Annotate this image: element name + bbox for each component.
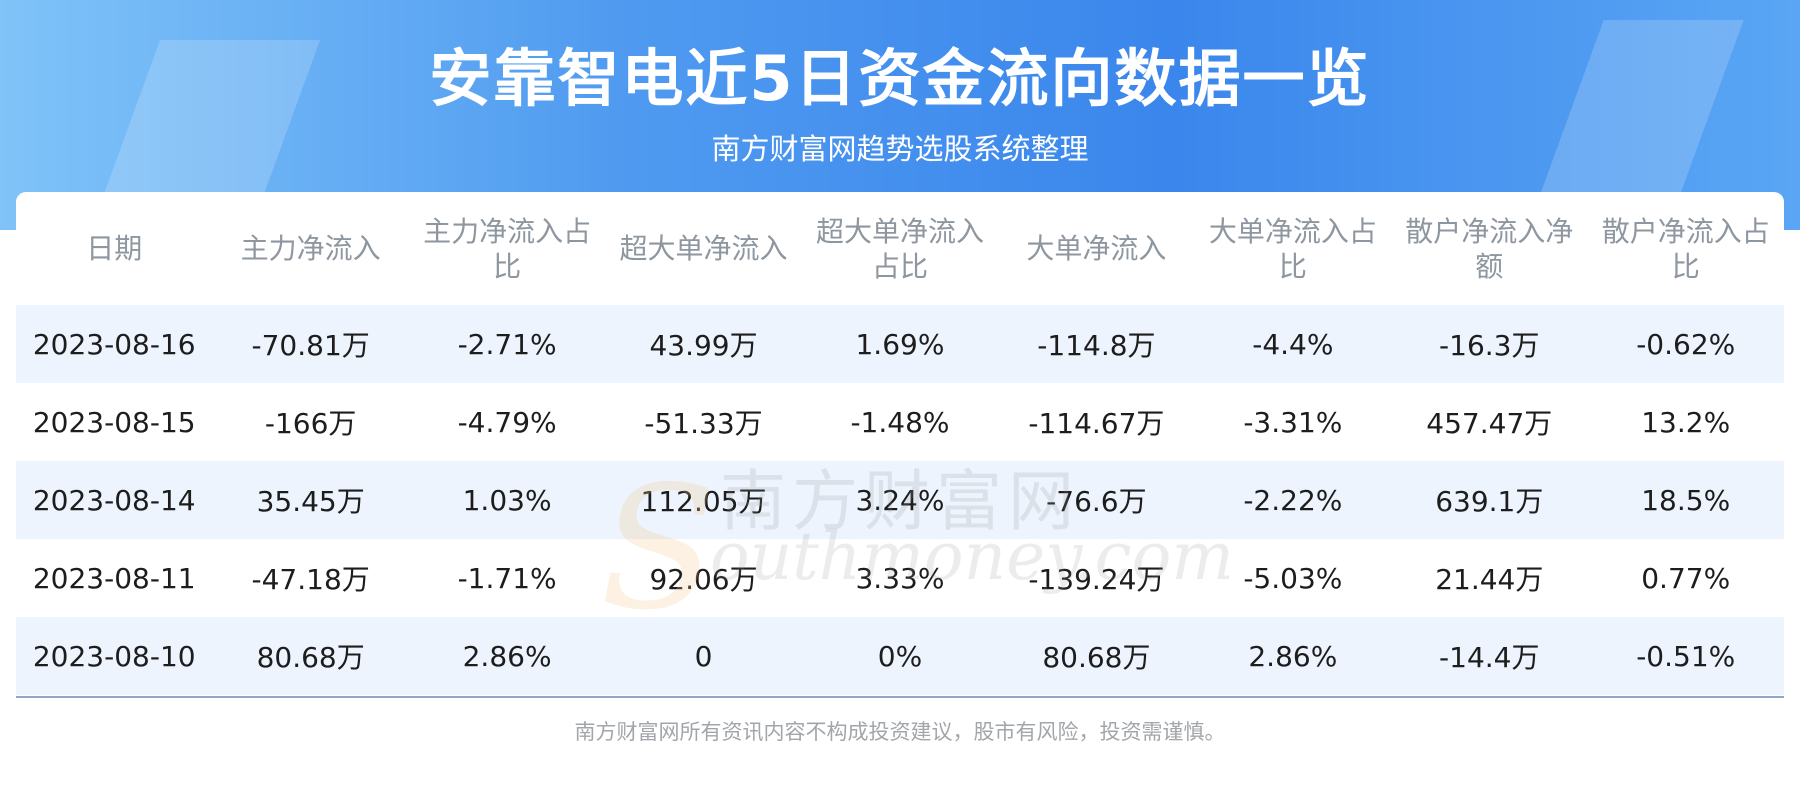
- table-cell: 2023-08-15: [32, 405, 196, 439]
- table-cell: 13.2%: [1641, 405, 1731, 439]
- table-cell: -2.22%: [1243, 483, 1343, 517]
- column-header: 大单净流入: [1026, 232, 1167, 265]
- table-cell: 2.86%: [1248, 639, 1338, 673]
- table-cell: 3.24%: [855, 483, 945, 517]
- table-cell: -166万: [264, 407, 357, 440]
- table-cell: 0: [694, 639, 713, 673]
- table-cell: 2023-08-11: [32, 561, 196, 595]
- header-row: 日期 主力净流入 主力净流入占比 超大单净流入 超大单净流入占比 大单净流入 大单净流入占比…: [16, 192, 1784, 305]
- table-cell: -0.62%: [1636, 327, 1736, 361]
- table-cell: -4.4%: [1252, 327, 1334, 361]
- table-cell: 2023-08-14: [32, 483, 196, 517]
- table-cell: 80.68万: [256, 641, 365, 674]
- table-cell: 1.03%: [462, 483, 552, 517]
- table-cell: -14.4万: [1439, 641, 1540, 674]
- table-cell: -16.3万: [1439, 329, 1540, 362]
- table-cell: -2.71%: [457, 327, 557, 361]
- table-cell: 0%: [877, 639, 923, 673]
- table-cell: -70.81万: [251, 329, 370, 362]
- column-header: 超大单净流入占比: [815, 214, 984, 283]
- table-cell: -139.24万: [1028, 563, 1165, 596]
- column-header: 主力净流入: [240, 232, 381, 265]
- table-row: 2023-08-16 -70.81万 -2.71% 43.99万 1.69% -114.8…: [16, 305, 1784, 383]
- table-cell: 639.1万: [1435, 485, 1544, 518]
- table-cell: 0.77%: [1641, 561, 1731, 595]
- title: 安靠智电近5日资金流向数据一览: [429, 42, 1371, 115]
- table-row: 2023-08-10 80.68万 2.86% 0 0% 80.68万 2.86% -14.4…: [16, 617, 1784, 695]
- table-cell: 2.86%: [462, 639, 552, 673]
- column-header: 超大单净流入: [619, 232, 788, 265]
- column-header: 日期: [86, 232, 143, 265]
- table-cell: 80.68万: [1042, 641, 1151, 674]
- subtitle: 南方财富网趋势选股系统整理: [711, 132, 1089, 166]
- table-cell: 2023-08-10: [32, 639, 196, 673]
- table-cell: 112.05万: [640, 485, 767, 518]
- table-cell: 1.69%: [855, 327, 945, 361]
- table-cell: 3.33%: [855, 561, 945, 595]
- column-header: 大单净流入占比: [1208, 214, 1377, 283]
- table-cell: 92.06万: [649, 563, 758, 596]
- header-banner: 安靠智电近5日资金流向数据一览 南方财富网趋势选股系统整理: [0, 0, 1800, 230]
- table-cell: 21.44万: [1435, 563, 1544, 596]
- table-row: 2023-08-11 -47.18万 -1.71% 92.06万 3.33% -139.2…: [16, 539, 1784, 617]
- column-header: 散户净流入净额: [1405, 214, 1574, 283]
- table-cell: -114.8万: [1037, 329, 1156, 362]
- table-cell: -51.33万: [644, 407, 763, 440]
- table-cell: -5.03%: [1243, 561, 1343, 595]
- table-cell: -3.31%: [1243, 405, 1343, 439]
- table-cell: -114.67万: [1028, 407, 1165, 440]
- table-cell: -1.71%: [457, 561, 557, 595]
- table-cell: -76.6万: [1046, 485, 1147, 518]
- table-cell: 457.47万: [1426, 407, 1553, 440]
- table-cell: -47.18万: [251, 563, 370, 596]
- table-cell: 43.99万: [649, 329, 758, 362]
- table-cell: 18.5%: [1641, 483, 1731, 517]
- table: 日期 主力净流入 主力净流入占比 超大单净流入 超大单净流入占比 大单净流入 大单净流入占比…: [16, 192, 1784, 698]
- table-cell: 2023-08-16: [32, 327, 196, 361]
- table-cell: -4.79%: [457, 405, 557, 439]
- table-row: 2023-08-14 35.45万 1.03% 112.05万 3.24% -76.6万 -…: [16, 461, 1784, 539]
- table-row: 2023-08-15 -166万 -4.79% -51.33万 -1.48% -114.6…: [16, 383, 1784, 461]
- column-header: 散户净流入占比: [1601, 214, 1770, 283]
- table-cell: 35.45万: [256, 485, 365, 518]
- table-cell: -0.51%: [1636, 639, 1736, 673]
- column-header: 主力净流入占比: [423, 214, 592, 283]
- table-cell: -1.48%: [850, 405, 950, 439]
- disclaimer: 南方财富网所有资讯内容不构成投资建议，股市有风险，投资需谨慎。: [574, 720, 1226, 744]
